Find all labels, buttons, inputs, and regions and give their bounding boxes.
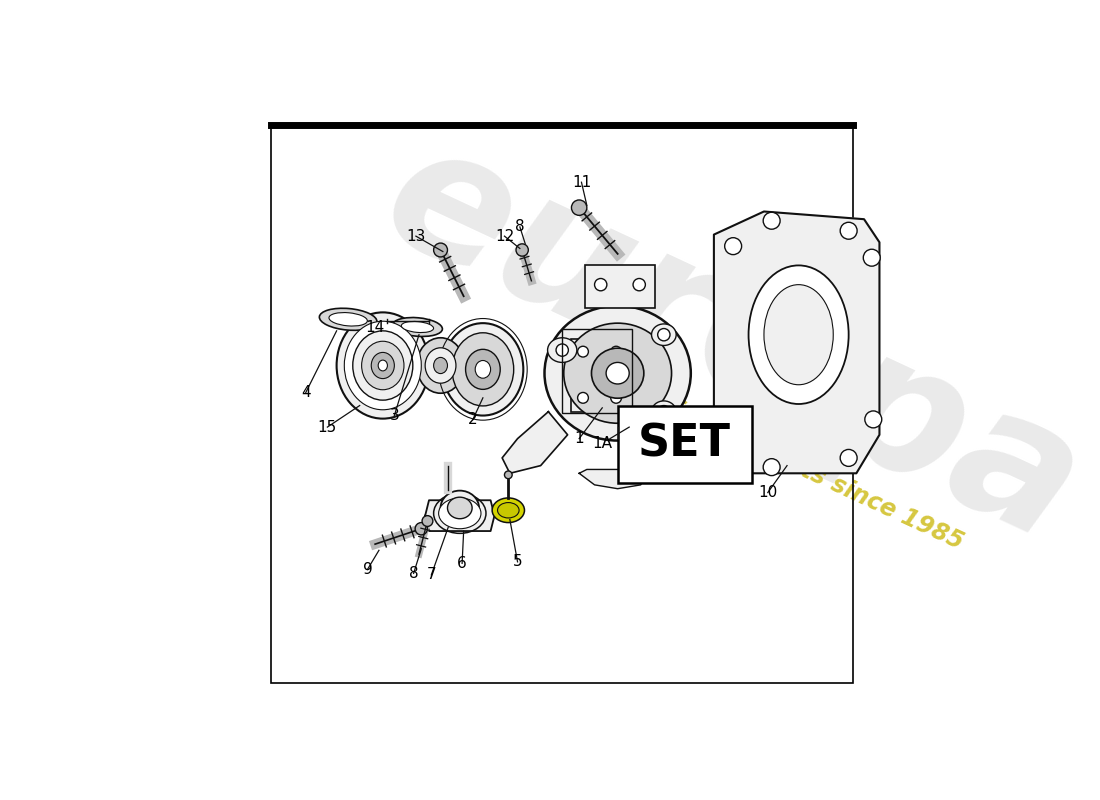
Text: 11: 11: [572, 174, 591, 190]
Circle shape: [840, 450, 857, 466]
Text: 1A: 1A: [592, 436, 613, 450]
Ellipse shape: [329, 313, 367, 326]
Bar: [271, 126, 852, 682]
Text: 8: 8: [409, 566, 418, 581]
Circle shape: [658, 406, 670, 418]
Bar: [585, 266, 654, 308]
Circle shape: [763, 458, 780, 476]
Ellipse shape: [337, 312, 429, 418]
Ellipse shape: [425, 348, 455, 383]
Ellipse shape: [439, 498, 481, 529]
Ellipse shape: [651, 401, 676, 422]
Text: 2: 2: [469, 412, 477, 427]
Ellipse shape: [393, 318, 442, 337]
Circle shape: [578, 346, 588, 357]
Ellipse shape: [544, 306, 691, 441]
Text: 6: 6: [458, 556, 468, 571]
Text: 10: 10: [758, 485, 778, 500]
Polygon shape: [425, 500, 495, 531]
Text: 7: 7: [427, 567, 436, 582]
Circle shape: [595, 278, 607, 291]
Circle shape: [516, 244, 528, 256]
Circle shape: [422, 516, 432, 526]
Ellipse shape: [372, 353, 395, 378]
Text: 5: 5: [513, 554, 522, 570]
Text: eurOpa: eurOpa: [359, 106, 1100, 579]
Ellipse shape: [452, 333, 514, 406]
Polygon shape: [580, 470, 649, 489]
Circle shape: [865, 411, 882, 428]
Ellipse shape: [606, 362, 629, 384]
Circle shape: [658, 329, 670, 341]
Ellipse shape: [362, 342, 404, 390]
Ellipse shape: [651, 324, 676, 346]
Circle shape: [578, 393, 588, 403]
Bar: [572, 338, 625, 412]
Ellipse shape: [592, 348, 644, 398]
Polygon shape: [502, 412, 568, 474]
Text: 13: 13: [406, 229, 426, 244]
Circle shape: [840, 222, 857, 239]
Circle shape: [557, 344, 569, 356]
Ellipse shape: [402, 322, 433, 333]
Ellipse shape: [475, 361, 491, 378]
Circle shape: [610, 393, 621, 403]
Bar: [618, 406, 752, 482]
Ellipse shape: [344, 322, 421, 410]
Circle shape: [415, 522, 428, 535]
Text: 8: 8: [515, 219, 525, 234]
Circle shape: [433, 243, 448, 257]
Circle shape: [610, 346, 621, 357]
Ellipse shape: [749, 266, 849, 404]
Text: 12: 12: [495, 229, 514, 244]
Circle shape: [717, 454, 734, 470]
Text: 4: 4: [301, 385, 310, 400]
Ellipse shape: [378, 360, 387, 371]
Ellipse shape: [448, 497, 472, 518]
Circle shape: [864, 250, 880, 266]
Ellipse shape: [353, 331, 412, 400]
Ellipse shape: [564, 323, 671, 423]
Text: 3: 3: [389, 408, 399, 423]
Ellipse shape: [442, 323, 524, 415]
Ellipse shape: [763, 285, 834, 385]
Circle shape: [572, 200, 587, 215]
Circle shape: [505, 471, 513, 478]
Text: 1: 1: [574, 431, 584, 446]
Bar: [562, 329, 631, 414]
Ellipse shape: [417, 338, 464, 394]
Text: 15: 15: [318, 419, 337, 434]
Circle shape: [763, 212, 780, 230]
Ellipse shape: [497, 502, 519, 518]
Ellipse shape: [465, 350, 501, 390]
Ellipse shape: [548, 338, 576, 362]
Circle shape: [725, 238, 741, 254]
Polygon shape: [714, 211, 880, 474]
Text: 14: 14: [365, 319, 385, 334]
Ellipse shape: [440, 490, 480, 526]
Ellipse shape: [492, 498, 525, 522]
Circle shape: [634, 278, 646, 291]
Text: SET: SET: [638, 422, 732, 466]
Ellipse shape: [319, 308, 377, 330]
Text: 9: 9: [363, 562, 372, 577]
Text: a passion for parts since 1985: a passion for parts since 1985: [592, 362, 967, 554]
Ellipse shape: [433, 358, 448, 374]
